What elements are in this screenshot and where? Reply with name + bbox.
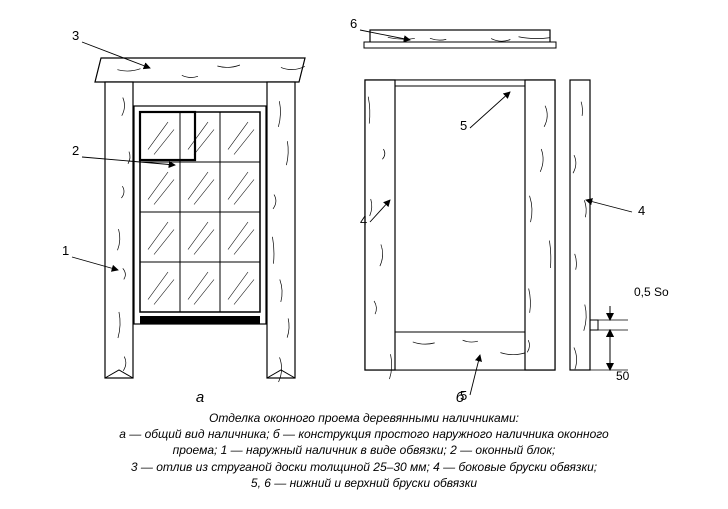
caption-line: 3 — отлив из струганой доски толщиной 25… bbox=[40, 459, 688, 475]
caption-title: Отделка оконного проема деревянными нали… bbox=[40, 410, 688, 426]
svg-text:1: 1 bbox=[62, 243, 69, 258]
svg-text:6: 6 bbox=[350, 16, 357, 31]
view-b: 0,5 So50б bbox=[364, 30, 669, 406]
svg-text:5: 5 bbox=[460, 118, 467, 133]
caption-line: 5, 6 — нижний и верхний бруски обвязки bbox=[40, 475, 688, 491]
svg-text:50: 50 bbox=[616, 369, 630, 383]
svg-text:4: 4 bbox=[638, 203, 645, 218]
svg-text:4: 4 bbox=[360, 213, 367, 228]
caption-block: Отделка оконного проема деревянными нали… bbox=[0, 410, 728, 491]
diagram: а0,5 So50б32165445 bbox=[0, 0, 728, 410]
svg-text:3: 3 bbox=[72, 28, 79, 43]
view-a: а bbox=[95, 58, 305, 406]
svg-text:2: 2 bbox=[72, 143, 79, 158]
caption-line: проема; 1 — наружный наличник в виде обв… bbox=[40, 442, 688, 458]
svg-text:0,5 So: 0,5 So bbox=[634, 285, 669, 299]
svg-text:5: 5 bbox=[460, 388, 467, 403]
caption-line: а — общий вид наличника; б — конструкция… bbox=[40, 426, 688, 442]
svg-text:а: а bbox=[196, 389, 204, 406]
